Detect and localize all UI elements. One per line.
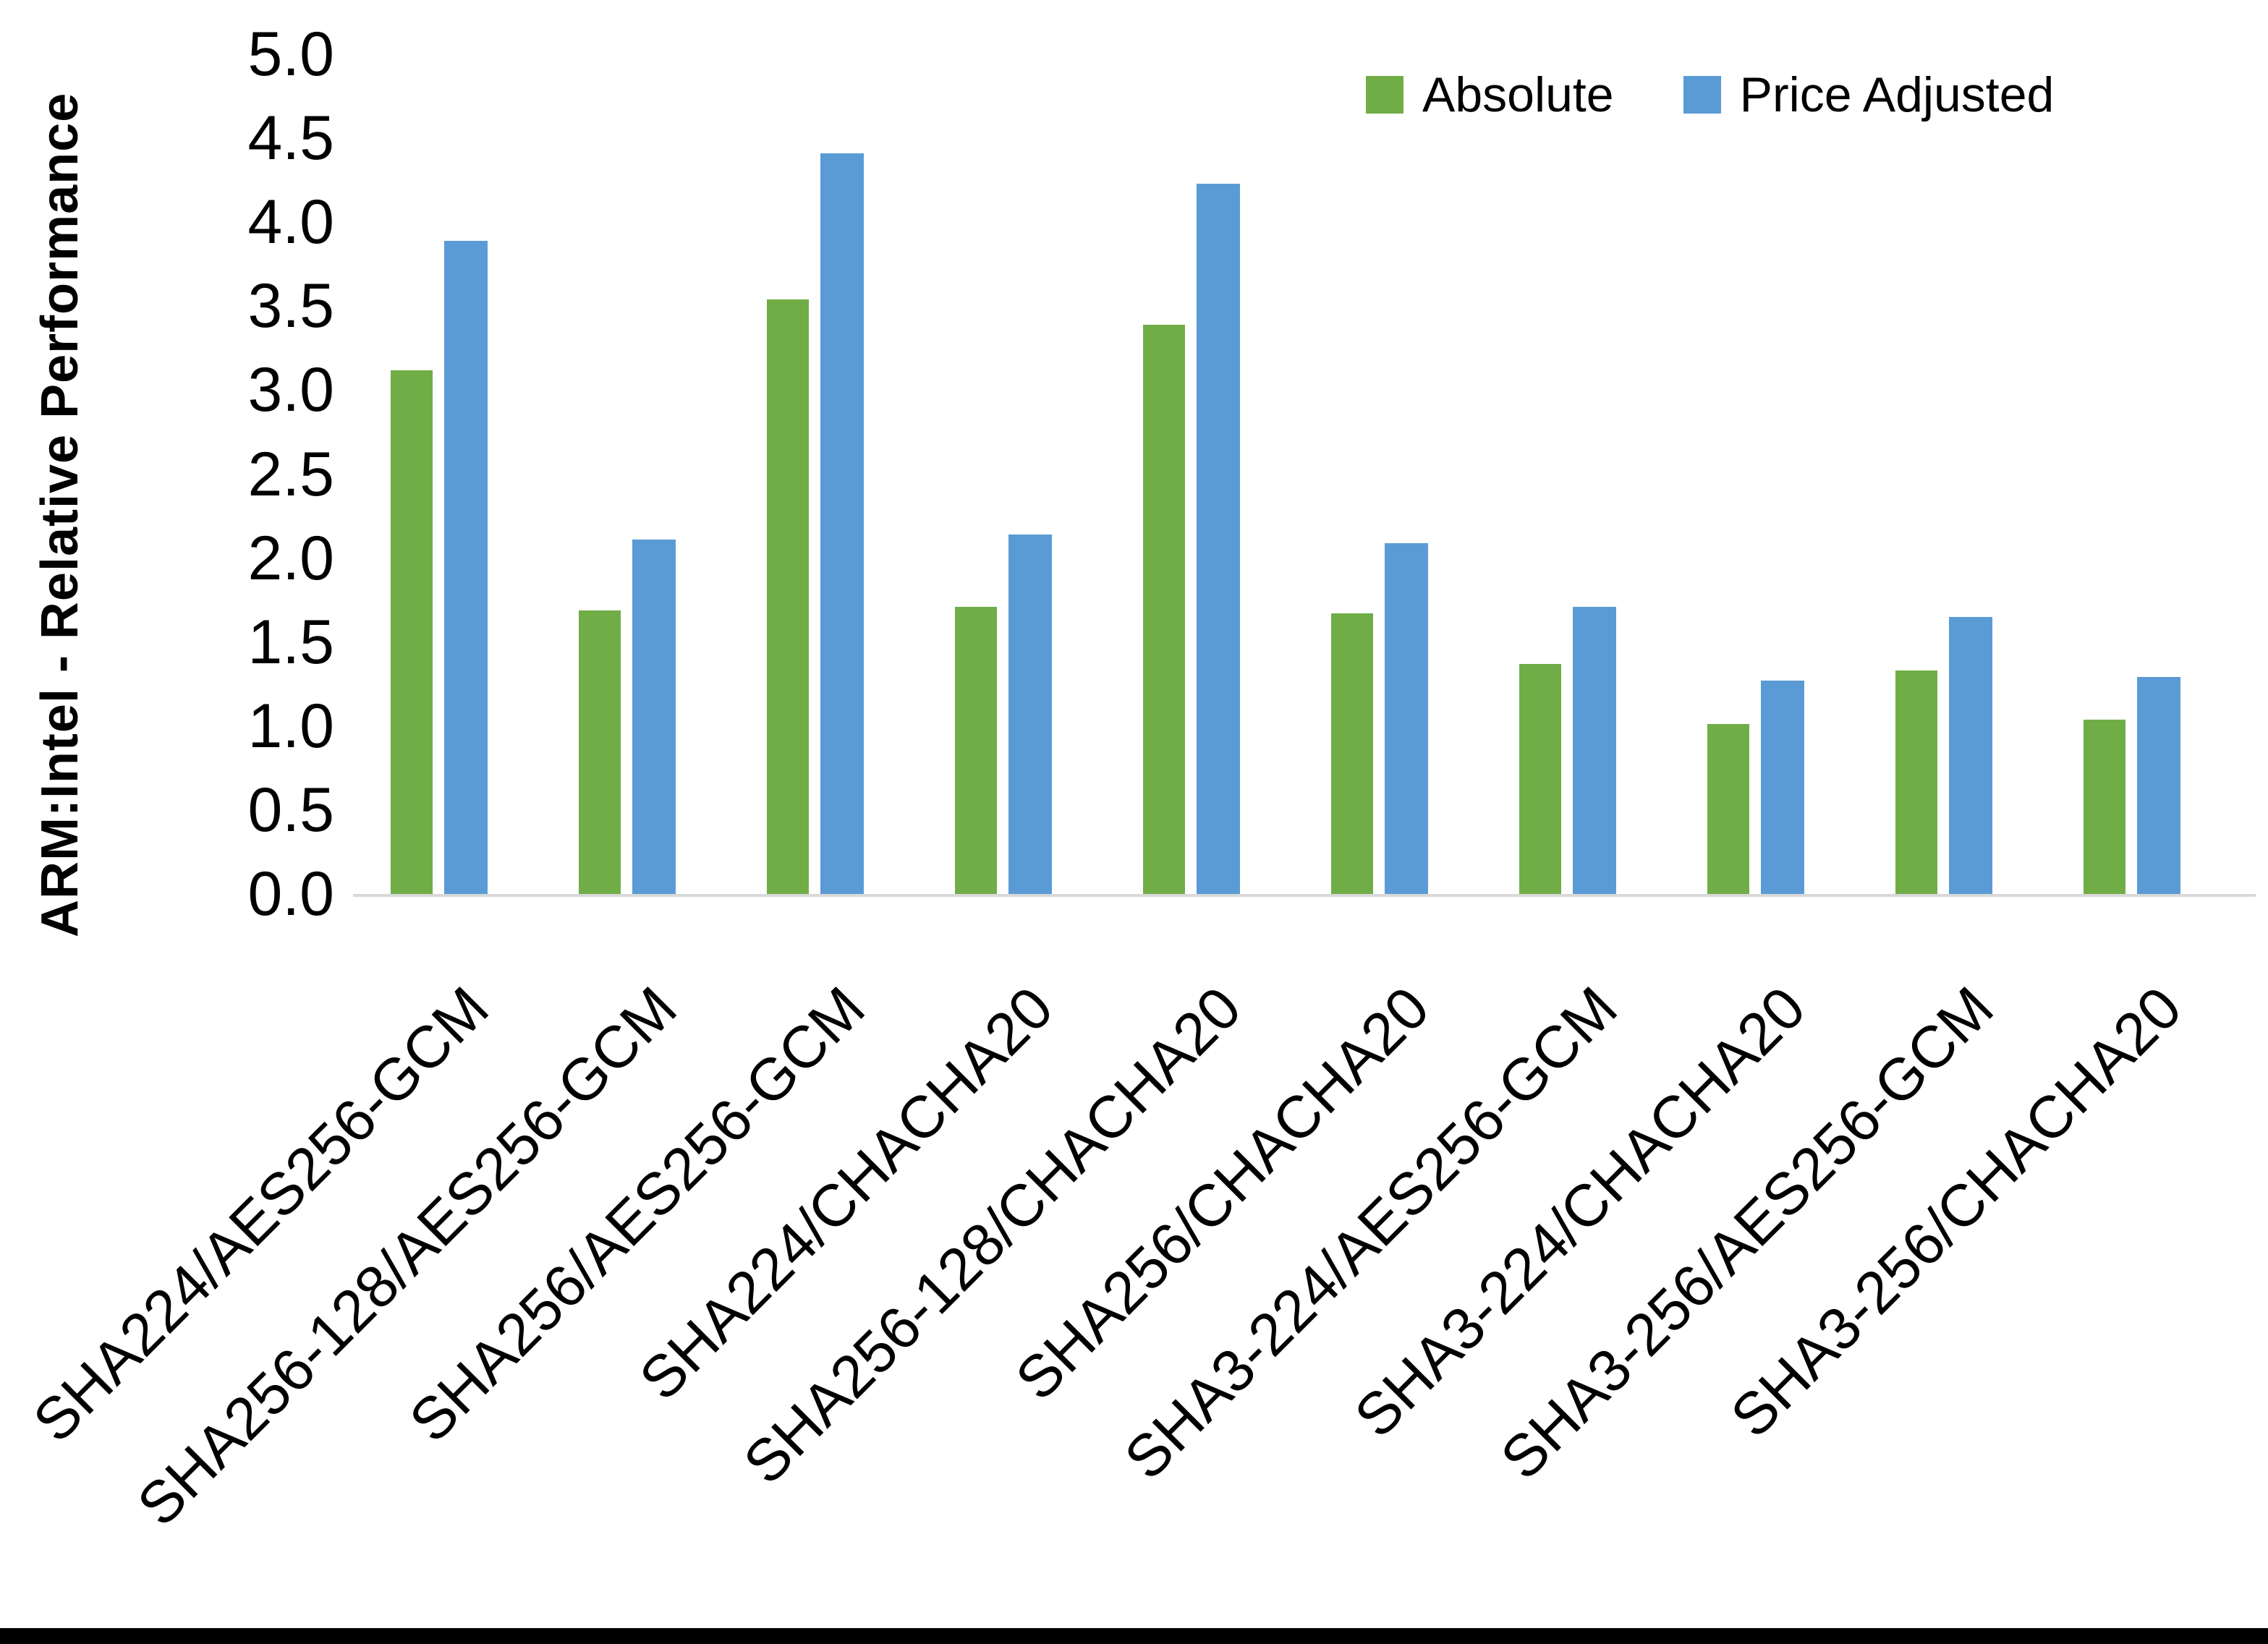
bar-absolute: [1143, 324, 1185, 894]
y-tick-label: 2.0: [247, 523, 334, 593]
legend-swatch-price-adjusted: [1683, 76, 1721, 114]
legend-swatch-absolute: [1366, 76, 1403, 114]
x-axis-line: [353, 894, 2256, 897]
legend-item-absolute: Absolute: [1366, 67, 1614, 123]
y-tick-label: 0.0: [247, 859, 334, 929]
bar-absolute: [1707, 724, 1749, 894]
bar-price-adjusted: [1385, 542, 1428, 894]
bar-price-adjusted: [1573, 606, 1616, 894]
bar-price-adjusted: [444, 240, 488, 894]
y-tick-label: 3.0: [247, 355, 334, 425]
bar-price-adjusted: [632, 540, 676, 894]
bar-price-adjusted: [1197, 183, 1240, 894]
legend-item-price-adjusted: Price Adjusted: [1683, 67, 2055, 123]
bar-absolute: [391, 370, 433, 894]
bar-absolute: [955, 606, 997, 894]
bar-absolute: [1331, 613, 1373, 894]
bar-absolute: [1519, 663, 1561, 894]
y-tick-label: 0.5: [247, 775, 334, 845]
y-tick-label: 4.0: [247, 187, 334, 257]
legend: Absolute Price Adjusted: [1366, 67, 2054, 123]
bar-absolute: [2084, 719, 2125, 894]
bar-price-adjusted: [1949, 616, 1992, 894]
bottom-border: [0, 1628, 2268, 1644]
y-tick-label: 3.5: [247, 271, 334, 341]
y-tick-label: 1.5: [247, 607, 334, 677]
bar-absolute: [1895, 670, 1937, 894]
legend-label-price-adjusted: Price Adjusted: [1739, 67, 2055, 122]
bar-price-adjusted: [2137, 677, 2180, 894]
legend-label-absolute: Absolute: [1422, 67, 1614, 122]
y-tick-label: 1.0: [247, 691, 334, 761]
y-axis-title: ARM:Intel - Relative Performance: [31, 92, 89, 937]
bar-price-adjusted: [1008, 534, 1052, 894]
y-tick-label: 5.0: [247, 20, 334, 89]
y-tick-label: 4.5: [247, 103, 334, 174]
bar-absolute: [579, 610, 621, 894]
bar-price-adjusted: [820, 153, 864, 894]
bar-absolute: [767, 299, 809, 894]
y-tick-label: 2.5: [247, 439, 334, 509]
bar-price-adjusted: [1761, 681, 1804, 894]
